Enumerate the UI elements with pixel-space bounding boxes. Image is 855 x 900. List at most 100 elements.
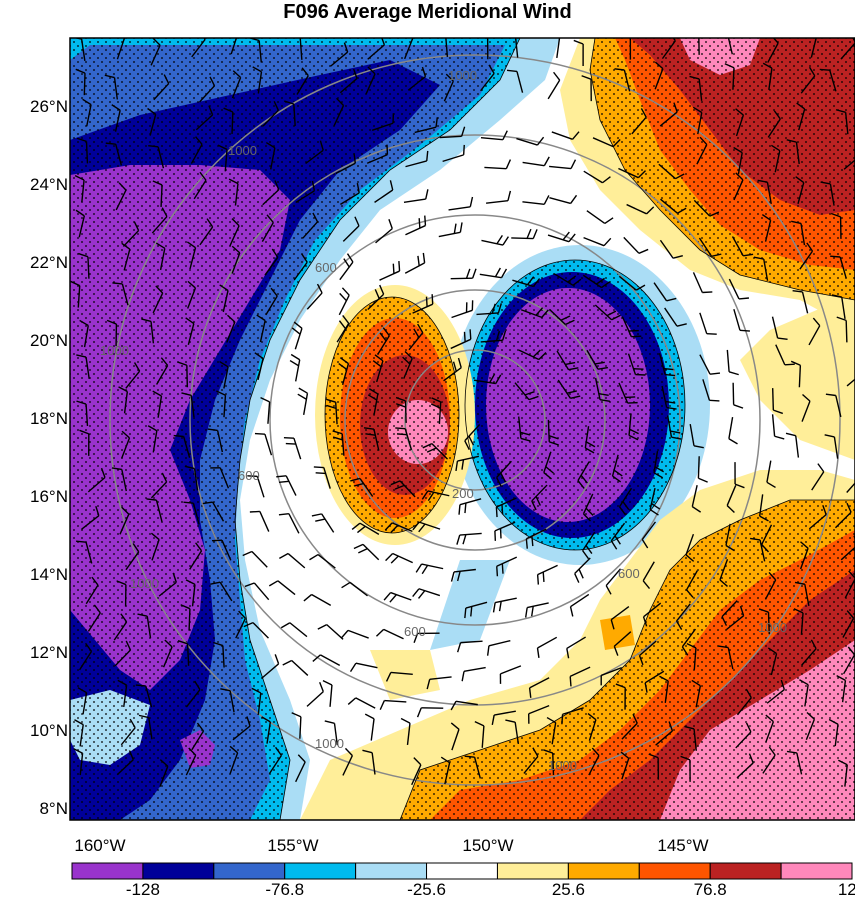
wind-barb: [235, 610, 247, 639]
wind-barb: [412, 588, 441, 599]
wind-barb: [680, 755, 691, 782]
wind-barb: [799, 541, 809, 570]
wind-barb: [118, 386, 129, 414]
wind-barb: [76, 137, 89, 164]
wind-barb: [79, 319, 89, 348]
wind-barb: [525, 528, 547, 549]
wind-barb: [480, 330, 507, 343]
wind-barb: [750, 537, 766, 562]
wind-barb: [641, 521, 657, 549]
wind-barb: [306, 283, 323, 310]
wind-barb: [582, 274, 611, 289]
wind-barb: [312, 654, 341, 666]
wind-barb: [340, 182, 360, 205]
wind-barb: [333, 97, 345, 126]
wind-barb: [116, 750, 134, 776]
wind-barb: [762, 746, 776, 774]
wind-barb: [443, 73, 454, 102]
wind-barb: [733, 308, 750, 332]
wind-barb: [443, 357, 462, 382]
wind-barb: [375, 218, 393, 244]
wind-barb: [155, 357, 169, 385]
wind-barb: [411, 757, 422, 786]
wind-barb: [261, 716, 272, 744]
wind-barb: [261, 214, 274, 242]
wind-barb: [325, 398, 338, 425]
wind-barb: [618, 382, 638, 404]
wind-barb: [473, 373, 502, 385]
wind-barb: [451, 300, 474, 319]
wind-barb: [408, 323, 424, 351]
colorbar-swatch: [780, 862, 853, 880]
wind-barb: [794, 581, 810, 607]
wind-barb: [189, 542, 203, 570]
wind-barb: [771, 414, 785, 440]
wind-barb: [244, 582, 270, 601]
wind-barb: [217, 144, 228, 172]
wind-barb: [112, 282, 129, 306]
lon-label: 150°W: [462, 836, 514, 855]
wind-barb: [834, 502, 852, 529]
wind-barb: [653, 282, 677, 302]
wind-barb: [456, 532, 482, 545]
wind-barb: [295, 180, 316, 204]
colorbar-swatch: [142, 862, 215, 880]
wind-barb: [262, 180, 280, 206]
wind-barb: [219, 360, 229, 389]
wind-barb: [121, 242, 131, 271]
wind-barb: [492, 597, 517, 613]
wind-barb: [766, 679, 786, 704]
wind-barb: [733, 146, 743, 175]
wind-barb: [611, 454, 623, 483]
wind-barb: [546, 716, 557, 745]
wind-barb: [210, 467, 230, 489]
wind-barb: [162, 639, 173, 668]
wind-barb: [610, 522, 626, 550]
wind-barb: [731, 236, 754, 257]
wind-barb: [831, 294, 846, 319]
wind-barb: [819, 68, 837, 92]
wind-barb: [81, 505, 100, 530]
wind-barb: [450, 268, 477, 280]
wind-barb: [341, 581, 368, 597]
wind-barb: [582, 531, 596, 560]
wind-barb: [365, 66, 376, 95]
wind-barb: [830, 212, 842, 239]
wind-barb: [199, 76, 216, 103]
wind-barb: [150, 532, 160, 561]
wind-barb: [349, 662, 378, 673]
range-ring-label: 1000: [228, 143, 257, 158]
wind-barb: [105, 142, 123, 166]
map-title: F096 Average Meridional Wind: [283, 1, 572, 23]
colorbar-label: 25.6: [551, 880, 585, 899]
colorbar-swatch: [426, 862, 498, 880]
wind-barb: [138, 714, 153, 740]
wind-barb: [229, 218, 240, 247]
wind-barb: [556, 38, 561, 59]
wind-barb: [486, 190, 512, 204]
lat-label: 24°N: [30, 175, 68, 194]
wind-barb: [698, 38, 700, 55]
lon-label: 160°W: [74, 836, 126, 855]
wind-barb: [553, 273, 582, 286]
wind-barb: [313, 466, 331, 489]
wind-barb: [614, 68, 631, 92]
wind-barb: [306, 682, 324, 707]
wind-barb: [659, 102, 678, 127]
wind-barb: [536, 564, 558, 585]
wind-barb: [691, 679, 702, 708]
wind-barb: [461, 666, 486, 682]
wind-barb: [338, 287, 350, 316]
range-ring-label: 1000: [448, 68, 477, 83]
wind-barb: [213, 641, 225, 668]
wind-barb: [800, 66, 816, 94]
wind-barb: [104, 74, 119, 100]
wind-barb: [506, 69, 524, 93]
wind-barb: [150, 38, 161, 66]
wind-barb: [476, 303, 502, 316]
wind-barb: [586, 210, 614, 224]
wind-barb: [191, 722, 205, 751]
wind-barb: [484, 159, 512, 170]
wind-barb: [367, 284, 385, 311]
wind-barb: [153, 74, 170, 101]
